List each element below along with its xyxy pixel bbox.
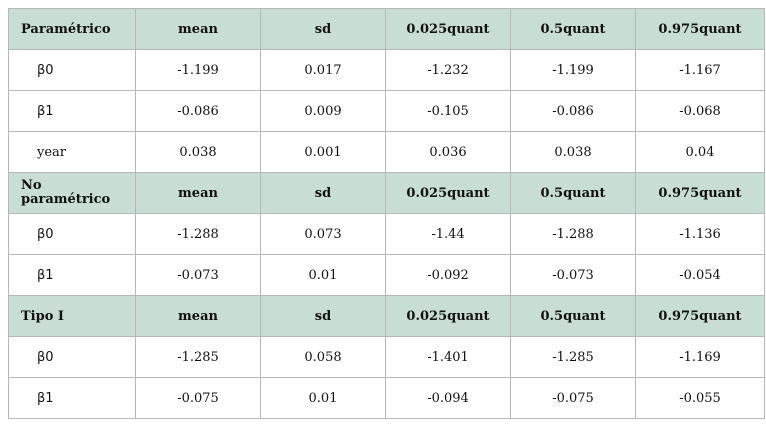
cell-q975: -1.136 — [635, 213, 765, 255]
row-label: β0 — [8, 213, 136, 255]
row-label: year — [8, 131, 136, 173]
table-row: β1 -0.073 0.01 -0.092 -0.073 -0.054 — [8, 254, 765, 296]
cell-q975: -0.054 — [635, 254, 765, 296]
cell-q025: -0.105 — [385, 90, 511, 132]
cell-q975: -1.167 — [635, 49, 765, 91]
section-title: Paramétrico — [8, 8, 136, 50]
column-header-sd: sd — [260, 8, 386, 50]
table-row: β1 -0.086 0.009 -0.105 -0.086 -0.068 — [8, 90, 765, 132]
cell-q50: 0.038 — [510, 131, 636, 173]
cell-mean: -1.199 — [135, 49, 261, 91]
cell-q975: -1.169 — [635, 336, 765, 378]
cell-q975: 0.04 — [635, 131, 765, 173]
cell-sd: 0.058 — [260, 336, 386, 378]
cell-q025: -0.094 — [385, 377, 511, 419]
cell-sd: 0.017 — [260, 49, 386, 91]
row-label: β1 — [8, 90, 136, 132]
cell-q50: -1.285 — [510, 336, 636, 378]
row-label: β1 — [8, 254, 136, 296]
column-header-q975: 0.975quant — [635, 172, 765, 214]
cell-sd: 0.001 — [260, 131, 386, 173]
section-header-tipo-i: Tipo I mean sd 0.025quant 0.5quant 0.975… — [8, 295, 765, 337]
cell-mean: -1.285 — [135, 336, 261, 378]
table-row: β0 -1.199 0.017 -1.232 -1.199 -1.167 — [8, 49, 765, 91]
column-header-sd: sd — [260, 295, 386, 337]
section-title: No paramétrico — [8, 172, 136, 214]
cell-mean: 0.038 — [135, 131, 261, 173]
cell-mean: -0.073 — [135, 254, 261, 296]
column-header-q50: 0.5quant — [510, 8, 636, 50]
column-header-q025: 0.025quant — [385, 8, 511, 50]
cell-q025: 0.036 — [385, 131, 511, 173]
cell-mean: -0.086 — [135, 90, 261, 132]
table-row: β0 -1.288 0.073 -1.44 -1.288 -1.136 — [8, 213, 765, 255]
column-header-q975: 0.975quant — [635, 8, 765, 50]
column-header-q50: 0.5quant — [510, 172, 636, 214]
table-row: year 0.038 0.001 0.036 0.038 0.04 — [8, 131, 765, 173]
column-header-mean: mean — [135, 8, 261, 50]
cell-mean: -1.288 — [135, 213, 261, 255]
column-header-q025: 0.025quant — [385, 295, 511, 337]
column-header-q025: 0.025quant — [385, 172, 511, 214]
row-label: β0 — [8, 336, 136, 378]
table-row: β1 -0.075 0.01 -0.094 -0.075 -0.055 — [8, 377, 765, 419]
section-header-parametrico: Paramétrico mean sd 0.025quant 0.5quant … — [8, 8, 765, 50]
cell-q975: -0.055 — [635, 377, 765, 419]
table-row: β0 -1.285 0.058 -1.401 -1.285 -1.169 — [8, 336, 765, 378]
cell-q025: -0.092 — [385, 254, 511, 296]
section-title: Tipo I — [8, 295, 136, 337]
cell-q50: -0.086 — [510, 90, 636, 132]
cell-mean: -0.075 — [135, 377, 261, 419]
cell-q50: -0.075 — [510, 377, 636, 419]
column-header-mean: mean — [135, 172, 261, 214]
column-header-mean: mean — [135, 295, 261, 337]
cell-q025: -1.232 — [385, 49, 511, 91]
section-header-no-parametrico: No paramétrico mean sd 0.025quant 0.5qua… — [8, 172, 765, 214]
cell-q025: -1.44 — [385, 213, 511, 255]
column-header-q50: 0.5quant — [510, 295, 636, 337]
cell-q50: -1.288 — [510, 213, 636, 255]
cell-q50: -1.199 — [510, 49, 636, 91]
cell-sd: 0.073 — [260, 213, 386, 255]
cell-q975: -0.068 — [635, 90, 765, 132]
row-label: β0 — [8, 49, 136, 91]
column-header-q975: 0.975quant — [635, 295, 765, 337]
cell-q025: -1.401 — [385, 336, 511, 378]
cell-sd: 0.01 — [260, 254, 386, 296]
column-header-sd: sd — [260, 172, 386, 214]
cell-sd: 0.01 — [260, 377, 386, 419]
cell-q50: -0.073 — [510, 254, 636, 296]
row-label: β1 — [8, 377, 136, 419]
cell-sd: 0.009 — [260, 90, 386, 132]
parameter-estimates-table: Paramétrico mean sd 0.025quant 0.5quant … — [8, 8, 765, 419]
